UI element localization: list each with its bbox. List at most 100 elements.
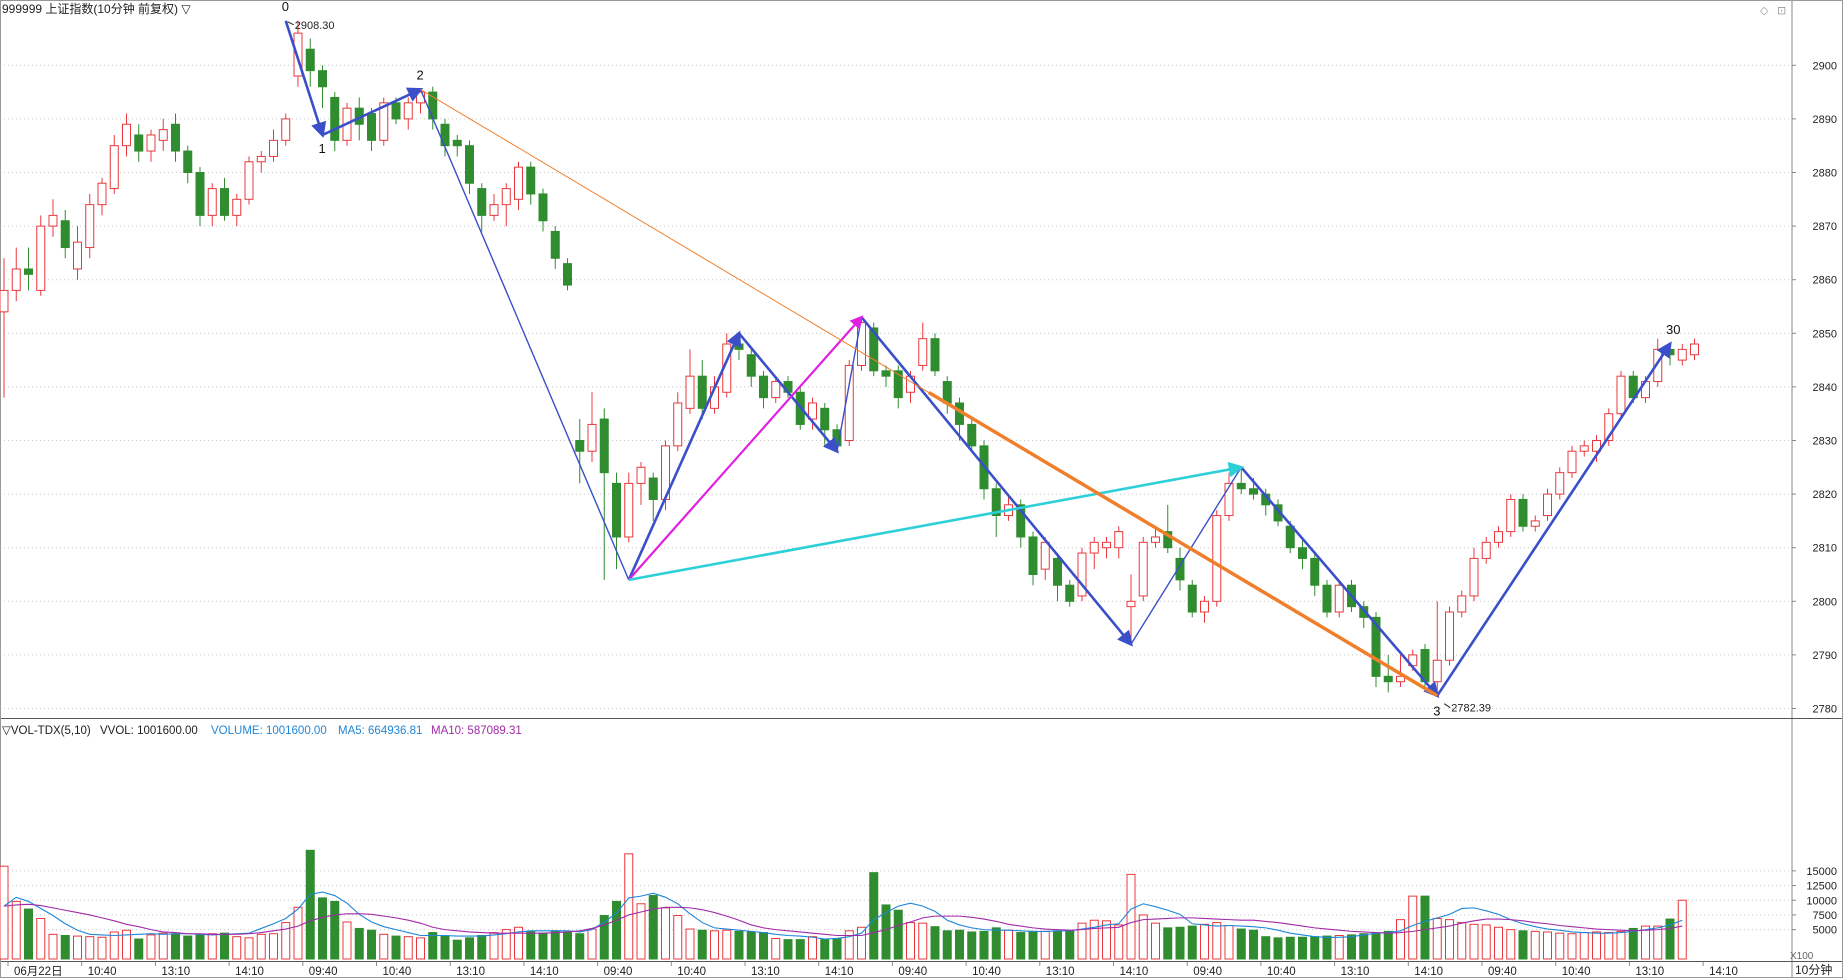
chart-title[interactable]: 999999 上证指数(10分钟 前复权) ▽	[2, 1, 191, 16]
candle[interactable]	[1383, 654, 1393, 693]
volume-bar[interactable]	[624, 853, 634, 960]
candle[interactable]	[1530, 515, 1540, 532]
candle[interactable]	[73, 226, 82, 280]
volume-bar[interactable]	[1555, 932, 1565, 960]
candle[interactable]	[109, 134, 119, 194]
volume-bar[interactable]	[991, 927, 1001, 960]
volume-bar[interactable]	[1653, 925, 1663, 960]
candle[interactable]	[685, 349, 695, 414]
volume-bar[interactable]	[881, 904, 891, 960]
volume-bar[interactable]	[844, 930, 854, 960]
candle[interactable]	[220, 177, 229, 221]
candle[interactable]	[1543, 488, 1552, 521]
volume-bar[interactable]	[1469, 923, 1479, 960]
candle[interactable]	[673, 392, 683, 452]
volume-bar[interactable]	[1530, 930, 1540, 960]
volume-bar[interactable]	[1175, 926, 1185, 960]
volume-bar[interactable]	[1579, 932, 1589, 960]
candle[interactable]	[85, 193, 95, 259]
volume-bar[interactable]	[354, 927, 364, 960]
candle[interactable]	[648, 472, 658, 521]
candle[interactable]	[146, 129, 156, 162]
volume-bar[interactable]	[416, 937, 425, 960]
candle[interactable]	[1616, 370, 1626, 420]
volume-bar[interactable]	[122, 929, 131, 960]
candle[interactable]	[1518, 494, 1528, 532]
volume-bar[interactable]	[11, 900, 21, 960]
volume-bar[interactable]	[869, 872, 879, 960]
volume-bar[interactable]	[73, 935, 82, 960]
candle[interactable]	[1555, 467, 1565, 500]
volume-bar[interactable]	[1481, 924, 1491, 960]
candle[interactable]	[305, 38, 315, 87]
candle[interactable]	[1432, 601, 1442, 696]
volume-bar[interactable]	[1616, 930, 1626, 960]
volume-bar[interactable]	[293, 906, 303, 960]
volume-bar[interactable]	[379, 933, 389, 960]
candle[interactable]	[171, 113, 180, 162]
volume-bar[interactable]	[967, 931, 977, 960]
volume-bar[interactable]	[612, 900, 621, 960]
volume-bar[interactable]	[575, 933, 585, 960]
candle[interactable]	[1224, 472, 1234, 521]
candle[interactable]	[158, 118, 168, 152]
volume-bar[interactable]	[1114, 924, 1124, 960]
candle[interactable]	[599, 408, 609, 580]
candle[interactable]	[881, 365, 891, 387]
candle[interactable]	[232, 193, 242, 227]
candle[interactable]	[808, 397, 817, 430]
volume-bar[interactable]	[1151, 922, 1160, 960]
candle[interactable]	[1138, 536, 1148, 602]
volume-bar[interactable]	[1359, 933, 1369, 960]
volume-bar[interactable]	[722, 929, 732, 960]
candle[interactable]	[1298, 536, 1307, 570]
volume-bar[interactable]	[269, 933, 278, 960]
volume-bar[interactable]	[1053, 930, 1062, 960]
volume-bar[interactable]	[599, 915, 609, 960]
volume-bar[interactable]	[1028, 930, 1038, 960]
volume-bar[interactable]	[244, 937, 254, 960]
candle[interactable]	[1163, 504, 1173, 554]
volume-bar[interactable]	[256, 933, 266, 960]
candle[interactable]	[0, 258, 9, 398]
volume-bar[interactable]	[795, 939, 805, 960]
volume-bar[interactable]	[1200, 923, 1209, 960]
candle[interactable]	[857, 317, 866, 371]
candle[interactable]	[1053, 553, 1062, 602]
candle[interactable]	[134, 124, 144, 162]
restore-icon[interactable]: ⊡	[1777, 5, 1786, 17]
volume-bar[interactable]	[1506, 929, 1516, 960]
candle[interactable]	[893, 365, 903, 409]
volume-bar[interactable]	[1445, 919, 1454, 960]
volume-bar[interactable]	[1383, 930, 1393, 960]
candle[interactable]	[1126, 574, 1136, 645]
candle[interactable]	[1322, 579, 1332, 618]
candle[interactable]	[636, 461, 646, 505]
candle[interactable]	[1506, 494, 1516, 537]
candle[interactable]	[1567, 445, 1577, 479]
candle[interactable]	[489, 193, 499, 221]
candle[interactable]	[759, 370, 768, 409]
volume-bar[interactable]	[832, 937, 842, 960]
candle[interactable]	[318, 65, 327, 109]
volume-bar[interactable]	[1249, 929, 1258, 960]
volume-bar[interactable]	[109, 931, 119, 960]
volume-bar[interactable]	[134, 938, 144, 960]
volume-bar[interactable]	[1285, 936, 1295, 960]
candle[interactable]	[452, 134, 462, 157]
candle[interactable]	[465, 140, 474, 194]
volume-bar[interactable]	[36, 917, 46, 960]
volume-bar[interactable]	[1457, 922, 1467, 960]
volume-bar[interactable]	[759, 932, 768, 960]
candle[interactable]	[11, 247, 21, 302]
volume-bar[interactable]	[746, 931, 756, 960]
volume-bar[interactable]	[220, 932, 229, 960]
candle[interactable]	[48, 199, 58, 237]
volume-bar[interactable]	[1077, 922, 1087, 960]
volume-bar[interactable]	[906, 922, 915, 960]
candle[interactable]	[612, 472, 621, 570]
volume-bar[interactable]	[550, 930, 560, 960]
candle[interactable]	[1396, 654, 1405, 688]
volume-bar[interactable]	[403, 936, 413, 960]
volume-bar[interactable]	[1089, 919, 1099, 960]
